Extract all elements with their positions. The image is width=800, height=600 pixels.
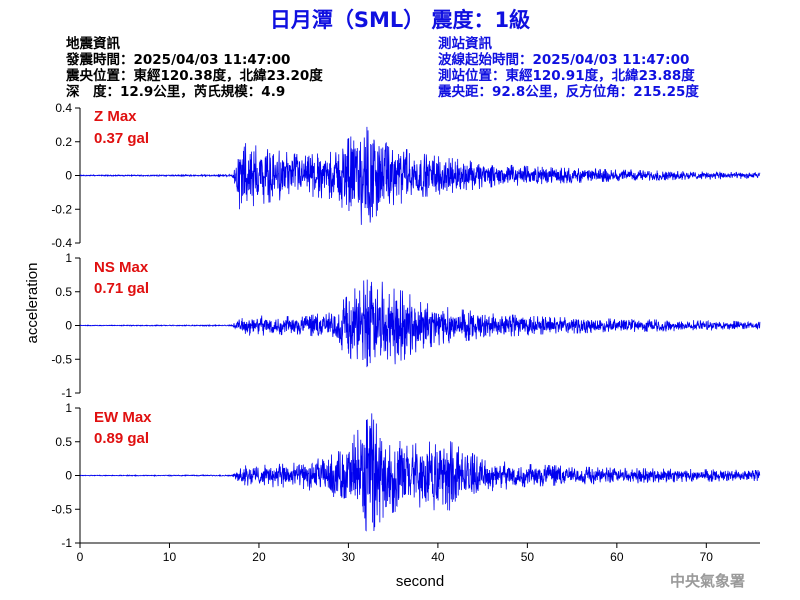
quake-info: 地震資訊 發震時間：2025/04/03 11:47:00 震央位置：東經120… [65, 35, 323, 100]
station-info: 測站資訊 波線起始時間：2025/04/03 11:47:00 測站位置：東經1… [437, 35, 699, 100]
x-tick-label: 40 [431, 550, 445, 564]
ns-y-tick-label: 0 [65, 319, 72, 333]
x-tick-label: 50 [521, 550, 535, 564]
ew-waveform-trace [79, 413, 761, 532]
x-tick-label: 0 [77, 550, 84, 564]
ew-max-label: EW Max [94, 409, 152, 426]
y-axis-title: acceleration [24, 263, 41, 344]
ew-y-tick-label: 0.5 [55, 435, 72, 449]
z-waveform-trace [79, 126, 761, 225]
z-panel: 0.4 0.2 0 -0.2 -0.4 [51, 101, 761, 250]
ns-waveform-trace [79, 279, 761, 368]
depth-magnitude: 深 度：12.9公里，芮氏規模：4.9 [66, 83, 285, 100]
z-y-tick-label: -0.4 [51, 236, 72, 250]
station-info-heading: 測站資訊 [438, 35, 492, 52]
ew-panel: 1 0.5 0 -0.5 -1 [51, 401, 761, 550]
ns-y-tick-label: 1 [65, 251, 72, 265]
epicenter-location: 震央位置：東經120.38度，北緯23.20度 [65, 67, 323, 84]
z-y-tick-label: 0.2 [55, 135, 72, 149]
x-tick-label: 10 [163, 550, 177, 564]
wave-start-time: 波線起始時間：2025/04/03 11:47:00 [438, 51, 689, 68]
ns-panel: 1 0.5 0 -0.5 -1 [51, 251, 761, 400]
ew-y-tick-label: 0 [65, 469, 72, 483]
ns-y-tick-label: -0.5 [51, 352, 72, 366]
z-y-tick-label: -0.2 [51, 202, 72, 216]
agency-credit: 中央氣象署 [670, 572, 745, 590]
z-max-label: Z Max [94, 108, 137, 125]
x-axis-title: second [396, 573, 444, 590]
epicentral-distance: 震央距：92.8公里，反方位角：215.25度 [437, 83, 699, 100]
x-axis: 0 10 20 30 40 50 60 70 [77, 542, 760, 564]
x-tick-label: 60 [610, 550, 624, 564]
x-tick-label: 30 [342, 550, 356, 564]
ns-max-label: NS Max [94, 259, 149, 276]
ns-max-value: 0.71 gal [94, 280, 149, 297]
x-tick-label: 20 [252, 550, 266, 564]
ns-y-tick-label: -1 [61, 386, 72, 400]
x-tick-label: 70 [700, 550, 714, 564]
ew-y-tick-label: -1 [61, 536, 72, 550]
z-y-tick-label: 0 [65, 169, 72, 183]
origin-time: 發震時間：2025/04/03 11:47:00 [65, 51, 290, 68]
ew-y-tick-label: -0.5 [51, 502, 72, 516]
ew-max-value: 0.89 gal [94, 430, 149, 447]
z-max-value: 0.37 gal [94, 130, 149, 147]
station-location: 測站位置：東經120.91度，北緯23.88度 [438, 67, 695, 84]
ns-y-tick-label: 0.5 [55, 285, 72, 299]
ew-y-tick-label: 1 [65, 401, 72, 415]
plot-area: 0.40.20-0.2-0.410.50-0.5-110.50-0.5-10 10… [51, 101, 761, 564]
chart-title: 日月潭（SML） 震度：1級 [270, 8, 530, 32]
quake-info-heading: 地震資訊 [66, 35, 120, 52]
z-y-tick-label: 0.4 [55, 101, 72, 115]
